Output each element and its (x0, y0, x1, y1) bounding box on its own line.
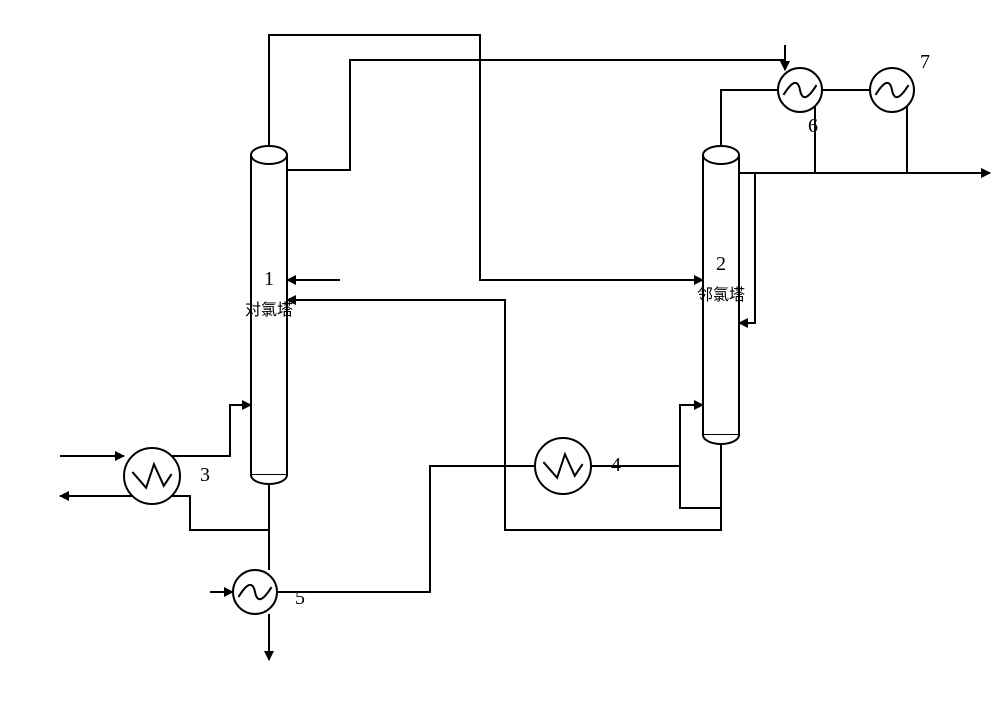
node-label: 3 (200, 464, 210, 486)
flow-line (591, 405, 703, 466)
flow-line (277, 466, 535, 592)
tower-name: 对氯塔 (245, 301, 293, 319)
flow-line (172, 496, 269, 530)
node-label: 6 (808, 115, 818, 137)
tower-tower1: 1 对氯塔 (245, 146, 293, 484)
tower-number: 2 (716, 253, 726, 275)
flow-line (907, 75, 990, 173)
node-n7: 7 (870, 51, 930, 112)
node-label: 7 (920, 51, 930, 73)
node-label: 5 (295, 587, 305, 609)
tower-number: 1 (264, 268, 274, 290)
flow-line (172, 405, 251, 456)
node-label: 4 (611, 454, 621, 476)
flow-line (680, 466, 721, 508)
node-n6: 6 (778, 68, 822, 137)
flow-line (287, 300, 721, 530)
flow-line (269, 35, 703, 280)
edges-group (60, 35, 990, 660)
tower-name: 邻氯塔 (697, 286, 745, 304)
node-n5: 5 (233, 570, 305, 614)
flow-line (721, 90, 778, 155)
tower-tower2: 2 邻氯塔 (697, 146, 745, 444)
